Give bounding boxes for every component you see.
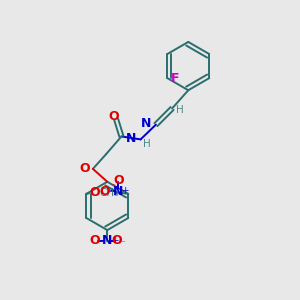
Text: O: O — [90, 235, 100, 248]
Text: ⁻: ⁻ — [110, 182, 115, 191]
Text: ⁻: ⁻ — [121, 239, 125, 248]
Text: O: O — [89, 187, 100, 200]
Text: O: O — [99, 185, 110, 198]
Text: H: H — [143, 139, 151, 148]
Text: N: N — [113, 185, 123, 198]
Text: +: + — [111, 236, 119, 245]
Text: ⁻: ⁻ — [99, 239, 104, 248]
Text: N: N — [102, 235, 112, 248]
Text: O: O — [111, 235, 122, 248]
Text: CH₃: CH₃ — [100, 188, 119, 198]
Text: +: + — [122, 186, 129, 195]
Text: O: O — [113, 173, 124, 187]
Text: O: O — [108, 110, 119, 123]
Text: F: F — [171, 72, 180, 85]
Text: N: N — [141, 117, 151, 130]
Text: O: O — [79, 162, 90, 175]
Text: H: H — [176, 105, 184, 115]
Text: N: N — [125, 132, 136, 145]
